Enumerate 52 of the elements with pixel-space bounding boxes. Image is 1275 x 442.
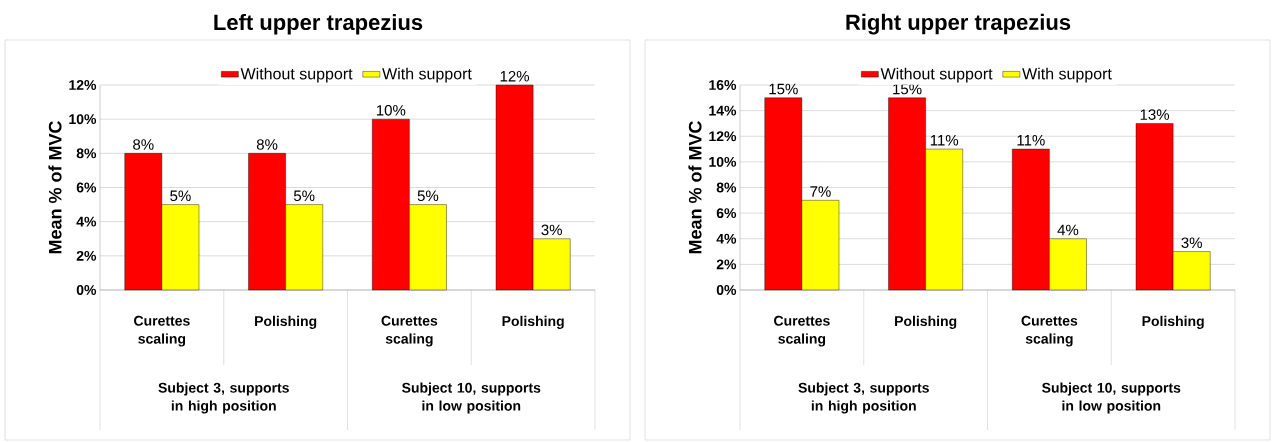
y-tick-label: 4%	[716, 233, 737, 244]
data-label: 5%	[293, 190, 315, 202]
y-axis-title: Mean % of MVC	[688, 120, 702, 254]
legend-label: Without support	[880, 67, 993, 83]
y-axis-title: Mean % of MVC	[48, 120, 62, 254]
y-tick-label: 2%	[716, 259, 737, 270]
x-tick-label: Polishing	[502, 315, 564, 329]
data-label: 15%	[769, 83, 798, 95]
x-tick-label: Curettes scaling	[134, 315, 190, 347]
data-label: 10%	[376, 105, 406, 116]
chart-title: Right upper trapezius	[846, 13, 1071, 35]
x-tick-label: Polishing	[1142, 315, 1204, 329]
data-label: 5%	[170, 190, 191, 202]
y-tick-label: 10%	[709, 156, 737, 167]
data-label: 5%	[417, 190, 439, 202]
legend-label: With support	[382, 67, 472, 83]
x-tick-label: Curettes scaling	[774, 315, 830, 347]
data-label: 3%	[1181, 237, 1202, 249]
y-tick-label: 10%	[69, 114, 97, 125]
y-tick-label: 6%	[76, 182, 97, 193]
y-tick-label: 8%	[76, 148, 97, 159]
text: Subject 3, supports in high position	[158, 382, 289, 414]
data-label: 11%	[1017, 135, 1045, 146]
text: Subject 10, supports in low position	[1042, 382, 1181, 414]
text: Subject 3, supports in high position	[798, 382, 929, 414]
data-label: 11%	[930, 135, 959, 146]
y-tick-label: 6%	[716, 208, 737, 219]
y-tick-label: 8%	[716, 182, 737, 193]
legend-label: With support	[1022, 67, 1112, 83]
data-label: 8%	[133, 139, 154, 150]
y-tick-label: 14%	[709, 105, 737, 116]
y-tick-label: 12%	[69, 80, 97, 90]
data-label: 13%	[1140, 109, 1170, 120]
y-tick-label: 12%	[709, 131, 737, 142]
data-label: 3%	[541, 224, 562, 236]
y-tick-label: 0%	[716, 285, 737, 295]
data-label: 12%	[500, 70, 530, 82]
x-tick-label: Curettes scaling	[381, 315, 438, 347]
x-tick-label: Polishing	[895, 315, 957, 329]
data-label: 15%	[893, 83, 922, 95]
y-tick-label: 0%	[76, 285, 97, 295]
x-tick-label: Polishing	[255, 315, 317, 329]
y-tick-label: 16%	[709, 80, 737, 90]
data-label: 7%	[810, 186, 831, 197]
legend-label: Without support	[240, 67, 353, 83]
x-tick-label: Curettes scaling	[1021, 315, 1078, 347]
data-label: 4%	[1057, 224, 1079, 236]
chart-title: Left upper trapezius	[214, 13, 423, 35]
y-tick-label: 4%	[76, 216, 97, 227]
data-label: 8%	[256, 139, 278, 150]
text: Subject 10, supports in low position	[402, 382, 541, 414]
y-tick-label: 2%	[76, 250, 97, 261]
